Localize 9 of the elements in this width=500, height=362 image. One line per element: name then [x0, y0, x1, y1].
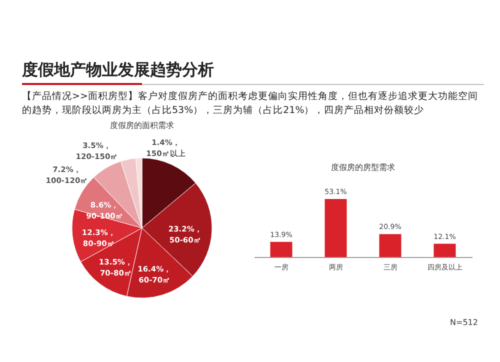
bar — [324, 199, 347, 257]
bar — [434, 244, 456, 257]
chart-title: 度假房的房型需求 — [331, 163, 395, 172]
bar — [270, 242, 292, 257]
text: 度假地产物业发展趋势分析 — [22, 60, 215, 81]
bar — [379, 234, 402, 257]
text: 【产品情况>>面积房型】客户对度假房产的面积考虑更偏向实用性角度，但也有逐步追求更大功能空间的趋势，现阶段以两房为主（占比53%），三房为辅（占比21%），四房产品相对份额较少 — [22, 90, 479, 118]
chart-title: 度假房的面积需求 — [110, 121, 174, 130]
text: N=512 — [450, 318, 478, 327]
